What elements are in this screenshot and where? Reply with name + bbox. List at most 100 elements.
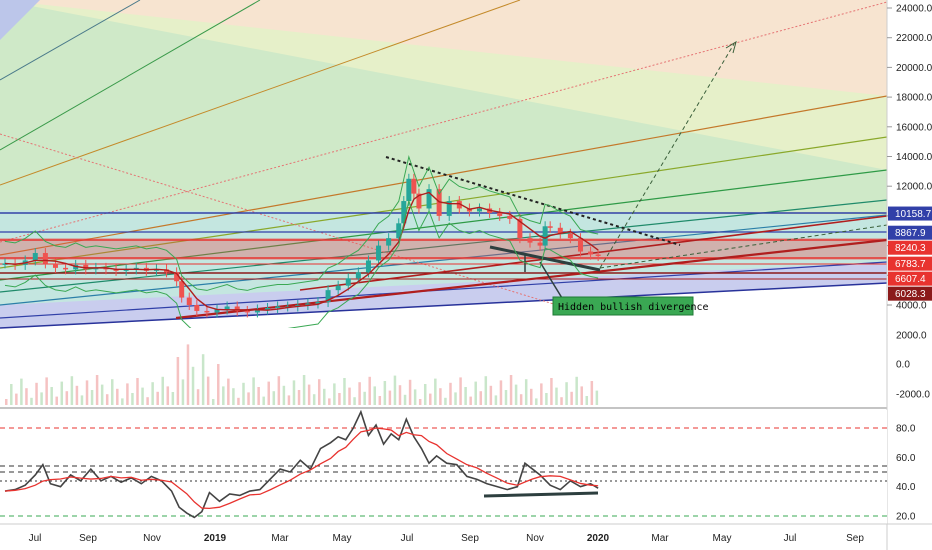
resistance-zone	[0, 238, 887, 260]
price-tick-label: 20000.0	[896, 63, 932, 74]
price-tag-label: 10158.7	[895, 209, 932, 220]
candle-body	[123, 269, 129, 271]
candle-body	[103, 267, 109, 270]
volume-bar	[494, 395, 498, 405]
candle-body	[325, 290, 331, 303]
volume-bar	[40, 392, 43, 405]
candle-body	[63, 267, 69, 270]
candle-body	[376, 245, 382, 261]
volume-bar	[328, 398, 331, 405]
volume-bar	[75, 385, 79, 405]
volume-bar	[509, 375, 513, 405]
volume-bar	[363, 391, 366, 405]
volume-bar	[237, 397, 240, 405]
volume-bar	[423, 384, 427, 405]
candle-body	[411, 178, 417, 194]
volume-tick-label: 2000.0	[896, 331, 927, 342]
volume-bar	[111, 379, 114, 405]
volume-bar	[20, 378, 23, 405]
rsi-tick-label: 80.0	[896, 424, 916, 435]
price-tag-label: 6028.3	[895, 289, 926, 300]
candle-body	[83, 264, 89, 270]
volume-bar	[35, 382, 38, 405]
volume-bar	[131, 393, 134, 405]
candle-body	[527, 238, 533, 243]
volume-bar	[343, 378, 346, 405]
fan-line-2	[0, 0, 261, 151]
rsi-axis: 20.0 40.0 60.0 80.0	[896, 424, 916, 523]
divergence-annotation: Hidden bullish divergence	[552, 296, 709, 316]
candle-body	[133, 267, 139, 270]
price-tick-label: 24000.0	[896, 4, 932, 15]
projection-arrow-head	[725, 40, 737, 54]
volume-bar	[514, 384, 518, 405]
rsi-series	[4, 410, 599, 519]
volume-bar	[166, 386, 170, 405]
volume-bars	[5, 344, 599, 405]
candle-body	[254, 309, 260, 313]
volume-bar	[519, 394, 523, 405]
price-tag-box	[888, 271, 932, 286]
volume-bar	[454, 392, 457, 405]
candle-body	[153, 269, 159, 271]
volume-bar	[151, 382, 154, 405]
candle-body	[547, 226, 553, 228]
candle-body	[214, 309, 220, 313]
rsi-pane	[0, 410, 887, 524]
projection-arrow-line	[599, 43, 735, 269]
volume-bar	[444, 397, 447, 405]
volume-bar	[176, 357, 180, 405]
volume-bar	[10, 384, 13, 405]
volume-bar	[65, 391, 69, 405]
candle-body	[2, 263, 8, 265]
candle-body	[517, 218, 523, 239]
x-tick-label: Mar	[651, 533, 669, 544]
volume-bar	[429, 393, 432, 405]
volume-bar	[15, 393, 18, 405]
fan-zone-green	[0, 0, 887, 280]
volume-bar	[30, 397, 33, 405]
volume-axis: 2000.0 0.0 -2000.0	[896, 331, 930, 401]
volume-bar	[312, 394, 316, 405]
candle-body	[386, 238, 392, 246]
x-tick-label: Mar	[271, 533, 289, 544]
volume-bar	[227, 378, 230, 405]
volume-bar	[590, 381, 594, 405]
x-tick-label: Sep	[79, 533, 97, 544]
volume-bar	[439, 388, 442, 405]
volume-bar	[469, 396, 472, 405]
annotation-pointer-2	[539, 261, 563, 299]
volume-bar	[529, 388, 533, 405]
volume-bar	[25, 388, 28, 405]
price-tag-label: 6607.4	[895, 274, 926, 285]
candle-body	[93, 267, 99, 270]
price-tick-label: 14000.0	[896, 152, 932, 163]
volume-bar	[353, 397, 356, 405]
candle-body	[204, 310, 210, 313]
volume-bar	[232, 388, 235, 405]
volume-bar	[80, 395, 84, 405]
x-tick-label: Jul	[784, 533, 797, 544]
volume-bar	[141, 387, 144, 405]
volume-bar	[540, 383, 543, 405]
fan-line-10	[0, 282, 887, 329]
volume-bar	[222, 386, 225, 405]
price-tag-box	[888, 256, 932, 271]
x-tick-label: May	[713, 533, 732, 544]
volume-bar	[585, 396, 589, 405]
price-tags: 10158.7 8867.9 8240.3 6783.7 6607.4 6028.3	[888, 206, 932, 301]
trendlines	[175, 40, 887, 320]
dotted-descending-red-line	[0, 133, 561, 307]
x-tick-label: Nov	[143, 533, 161, 544]
volume-bar	[403, 394, 407, 405]
volume-bar	[146, 397, 149, 405]
volume-bar	[277, 376, 281, 405]
fan-line-9	[0, 261, 887, 319]
volume-bar	[287, 395, 291, 405]
x-tick-label: Sep	[846, 533, 864, 544]
volume-bar	[70, 376, 74, 405]
volume-bar	[565, 382, 568, 405]
rsi-tick-label: 20.0	[896, 512, 916, 523]
volume-bar	[181, 379, 185, 405]
volume-bar	[580, 386, 583, 405]
